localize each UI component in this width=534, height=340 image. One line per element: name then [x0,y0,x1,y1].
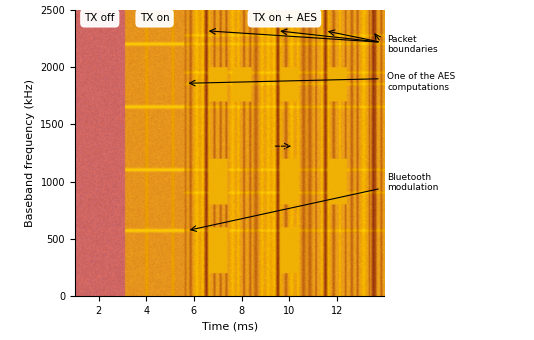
X-axis label: Time (ms): Time (ms) [201,321,258,331]
Text: TX off: TX off [84,13,115,23]
Text: TX on + AES: TX on + AES [252,13,317,23]
Text: TX on: TX on [140,13,169,23]
Text: Bluetooth
modulation: Bluetooth modulation [387,173,439,192]
Text: Packet
boundaries: Packet boundaries [387,35,438,54]
Text: One of the AES
computations: One of the AES computations [387,72,456,92]
Y-axis label: Baseband frequency (kHz): Baseband frequency (kHz) [25,79,35,227]
